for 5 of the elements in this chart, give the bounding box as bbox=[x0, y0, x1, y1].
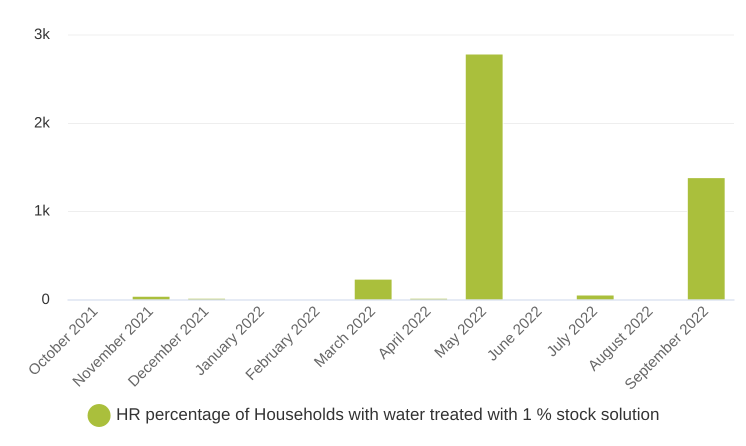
legend-label: HR percentage of Households with water treated with 1 % stock solution bbox=[116, 405, 660, 424]
y-tick-label: 2k bbox=[34, 114, 50, 132]
y-tick-label: 3k bbox=[34, 26, 50, 44]
y-tick-label: 0 bbox=[42, 290, 50, 308]
y-tick-label: 1k bbox=[34, 202, 50, 220]
